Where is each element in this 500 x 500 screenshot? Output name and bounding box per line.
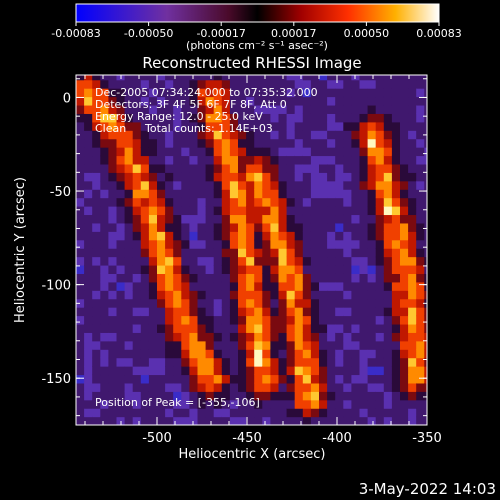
- y-tick-label: -150: [41, 372, 71, 387]
- y-axis: 0 -50 -100 -150: [41, 78, 427, 417]
- x-tick-label: -400: [322, 431, 352, 446]
- annotation-energy: Energy Range: 12.0 - 25.0 keV: [95, 110, 263, 123]
- footer-timestamp: 3-May-2022 14:03: [358, 480, 496, 498]
- heatmap: [76, 75, 427, 425]
- x-tick-label: -350: [412, 431, 442, 446]
- x-tick-label: -500: [142, 431, 172, 446]
- x-axis-label: Heliocentric X (arcsec): [179, 447, 326, 462]
- annotation-time: Dec-2005 07:34:24.000 to 07:35:32.000: [95, 86, 318, 99]
- colorbar-gradient: [75, 3, 440, 23]
- y-tick-label: 0: [63, 91, 71, 106]
- annotation-clean: Clean: [95, 122, 126, 135]
- chart-title: Reconstructed RHESSI Image: [142, 54, 361, 72]
- annotation-detectors: Detectors: 3F 4F 5F 6F 7F 8F, Att 0: [95, 98, 287, 111]
- colorbar: -0.00083 -0.00050 -0.00017 0.00017 0.00050 0.…: [51, 3, 462, 52]
- y-axis-label: Heliocentric Y (arcsec): [13, 177, 28, 323]
- x-axis: -500 -450 -400 -350: [84, 75, 442, 446]
- annotation-block: Dec-2005 07:34:24.000 to 07:35:32.000 De…: [95, 86, 318, 409]
- colorbar-tick-label: -0.00017: [196, 27, 245, 40]
- peak-position-label: Position of Peak = [-355,-106]: [95, 396, 260, 409]
- y-tick-label: -50: [50, 185, 71, 200]
- annotation-total-counts: Total counts: 1.14E+03: [144, 122, 273, 135]
- plot-frame: [75, 74, 428, 426]
- colorbar-tick-label: 0.00017: [271, 27, 317, 40]
- x-tick-label: -450: [232, 431, 262, 446]
- colorbar-tick-label: -0.00083: [51, 27, 100, 40]
- y-tick-label: -100: [41, 279, 71, 294]
- colorbar-tick-label: 0.00050: [344, 27, 390, 40]
- colorbar-units: (photons cm⁻² s⁻¹ asec⁻²): [186, 39, 328, 52]
- colorbar-tick-label: 0.00083: [416, 27, 462, 40]
- colorbar-tick-label: -0.00050: [124, 27, 173, 40]
